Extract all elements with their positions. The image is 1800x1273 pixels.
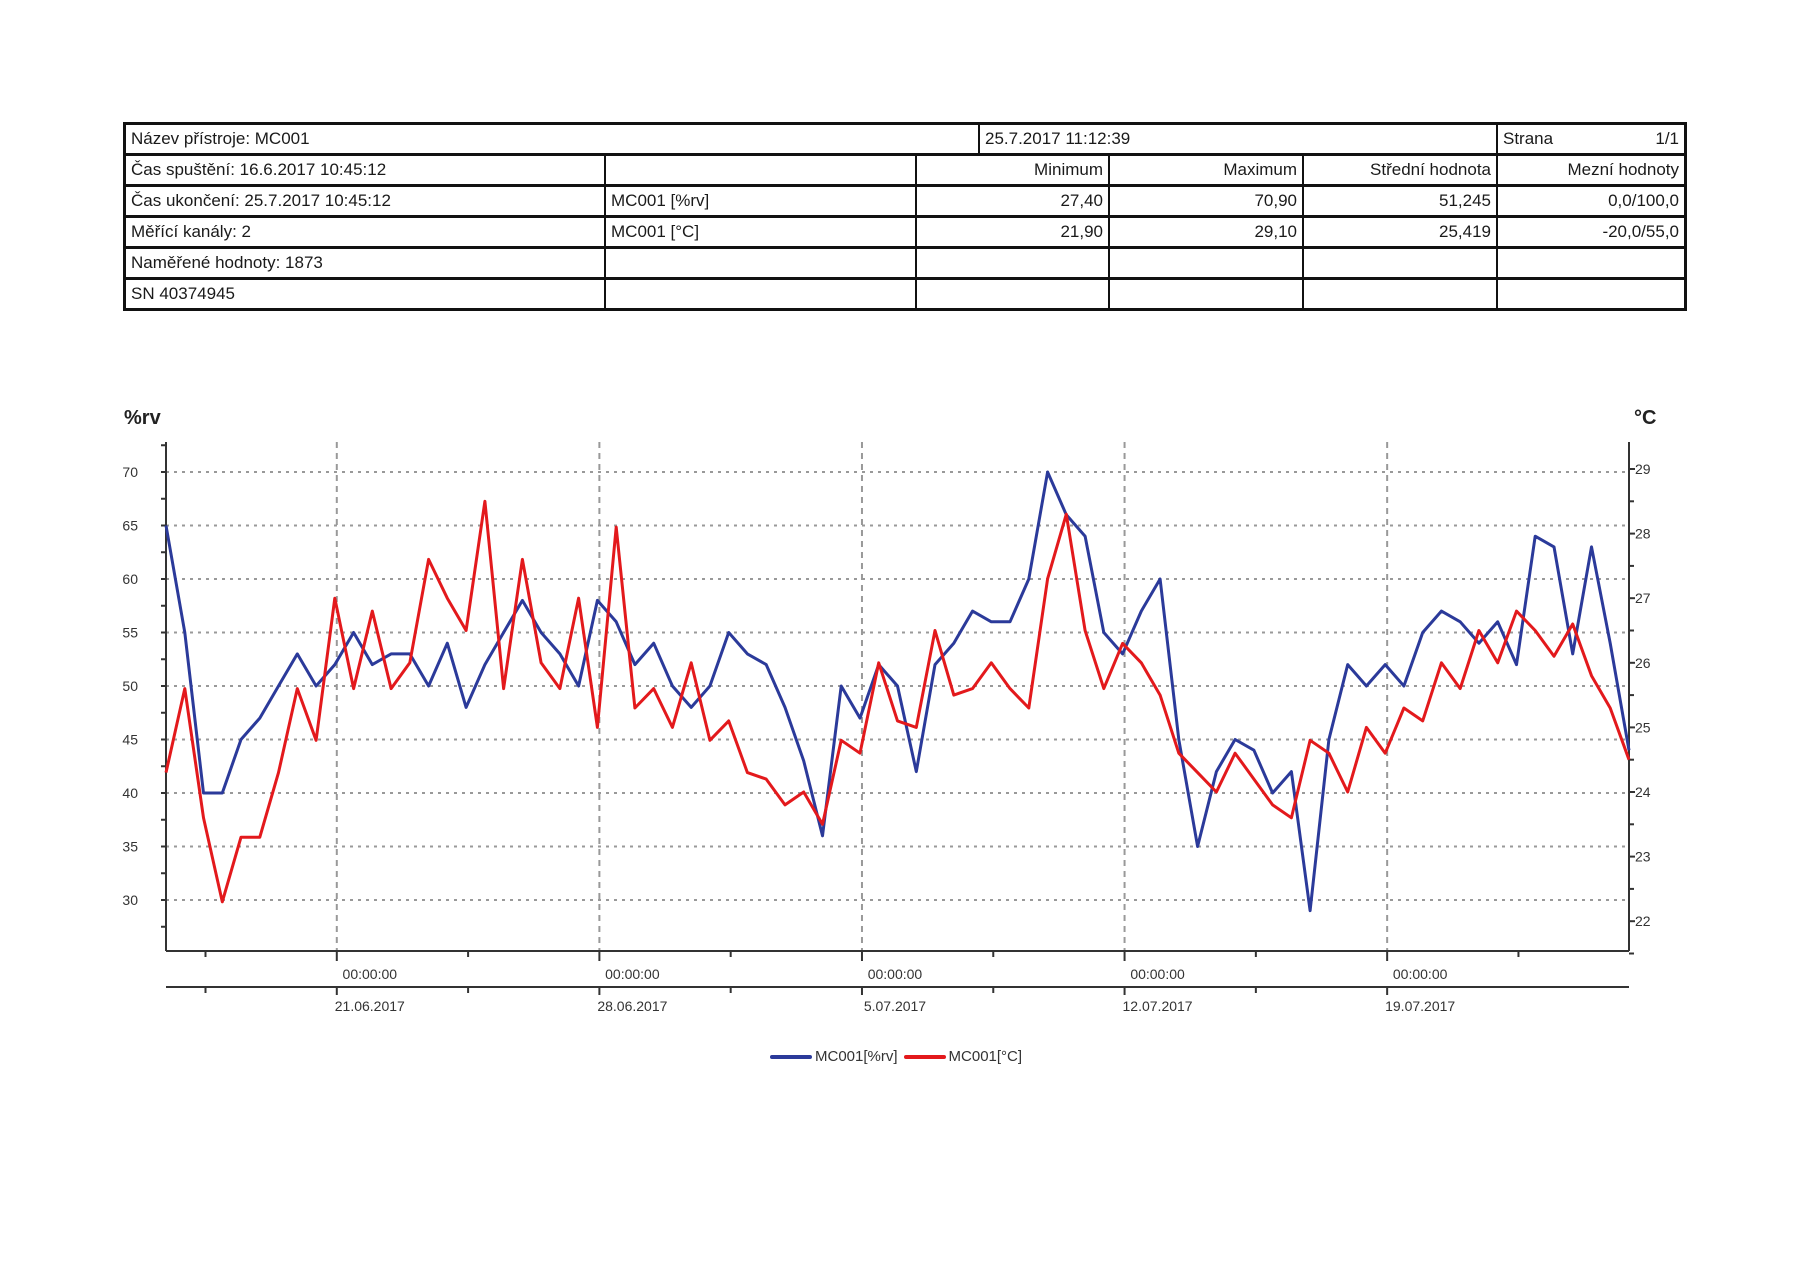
summary-table: Název přístroje: MC001 25.7.2017 11:12:3… xyxy=(123,122,1687,311)
table-row: Čas spuštění: 16.6.2017 10:45:12 Minimum… xyxy=(126,153,1684,184)
left-tick-label: 65 xyxy=(122,518,138,534)
legend: MC001[%rv] MC001[°C] xyxy=(770,1048,1022,1065)
x-date-label: 19.07.2017 xyxy=(1385,998,1455,1014)
col-header-min: Minimum xyxy=(915,156,1108,184)
table-row: Naměřené hodnoty: 1873 xyxy=(126,246,1684,277)
right-tick-label: 23 xyxy=(1635,849,1651,865)
right-tick-label: 29 xyxy=(1635,461,1651,477)
channel-min: 21,90 xyxy=(915,218,1108,246)
x-time-label: 00:00:00 xyxy=(1130,966,1185,982)
right-tick-label: 22 xyxy=(1635,913,1651,929)
empty-cell xyxy=(1302,249,1496,277)
series-line-rh xyxy=(164,470,1631,913)
channel-limits: -20,0/55,0 xyxy=(1496,218,1684,246)
col-header-max: Maximum xyxy=(1108,156,1302,184)
left-tick-label: 70 xyxy=(122,464,138,480)
empty-cell xyxy=(1108,280,1302,308)
empty-cell xyxy=(604,249,915,277)
x-date-label: 5.07.2017 xyxy=(864,998,926,1014)
table-row: Čas ukončení: 25.7.2017 10:45:12 MC001 [… xyxy=(126,184,1684,215)
page-value: 1/1 xyxy=(1655,129,1679,148)
col-header-limits: Mezní hodnoty xyxy=(1496,156,1684,184)
right-tick-label: 28 xyxy=(1635,526,1651,542)
x-date-label: 21.06.2017 xyxy=(335,998,405,1014)
left-tick-label: 40 xyxy=(122,785,138,801)
empty-cell xyxy=(604,156,915,184)
x-time-label: 00:00:00 xyxy=(343,966,398,982)
empty-cell xyxy=(1496,280,1684,308)
x-time-label: 00:00:00 xyxy=(1393,966,1448,982)
empty-cell xyxy=(1108,249,1302,277)
channel-name: MC001 [°C] xyxy=(604,218,915,246)
page-label: Strana xyxy=(1503,129,1554,148)
left-tick-label: 45 xyxy=(122,732,138,748)
channel-max: 29,10 xyxy=(1108,218,1302,246)
channels-count: Měřící kanály: 2 xyxy=(131,222,251,241)
left-tick-label: 55 xyxy=(122,625,138,641)
empty-cell xyxy=(604,280,915,308)
left-tick-label: 35 xyxy=(122,839,138,855)
x-time-label: 00:00:00 xyxy=(605,966,660,982)
legend-label-temp: MC001[°C] xyxy=(948,1048,1023,1065)
col-header-mean: Střední hodnota xyxy=(1302,156,1496,184)
legend-label-rh: MC001[%rv] xyxy=(815,1048,898,1065)
empty-cell xyxy=(915,249,1108,277)
empty-cell xyxy=(1496,249,1684,277)
table-row: Měřící kanály: 2 MC001 [°C] 21,90 29,10 … xyxy=(126,215,1684,246)
channel-mean: 25,419 xyxy=(1302,218,1496,246)
channel-min: 27,40 xyxy=(915,187,1108,215)
empty-cell xyxy=(1302,280,1496,308)
table-row: Název přístroje: MC001 25.7.2017 11:12:3… xyxy=(126,125,1684,153)
channel-mean: 51,245 xyxy=(1302,187,1496,215)
left-axis-unit: %rv xyxy=(124,407,162,429)
start-time: Čas spuštění: 16.6.2017 10:45:12 xyxy=(131,160,387,179)
empty-cell xyxy=(915,280,1108,308)
series-line-temp xyxy=(164,499,1631,904)
serial-number: SN 40374945 xyxy=(131,284,235,303)
measured-values: Naměřené hodnoty: 1873 xyxy=(131,253,323,272)
right-tick-label: 26 xyxy=(1635,655,1651,671)
channel-max: 70,90 xyxy=(1108,187,1302,215)
x-date-label: 12.07.2017 xyxy=(1123,998,1193,1014)
legend-swatch-rh xyxy=(770,1054,812,1059)
left-tick-label: 50 xyxy=(122,678,138,694)
page-indicator: Strana 1/1 xyxy=(1496,125,1684,153)
legend-swatch-temp xyxy=(903,1054,946,1059)
right-axis-unit: °C xyxy=(1634,407,1656,429)
right-tick-label: 27 xyxy=(1635,590,1651,606)
channel-name: MC001 [%rv] xyxy=(604,187,915,215)
left-tick-label: 60 xyxy=(122,571,138,587)
x-date-label: 28.06.2017 xyxy=(597,998,667,1014)
left-tick-label: 30 xyxy=(122,892,138,908)
right-tick-label: 25 xyxy=(1635,719,1651,735)
x-time-label: 00:00:00 xyxy=(868,966,923,982)
end-time: Čas ukončení: 25.7.2017 10:45:12 xyxy=(131,191,391,210)
table-row: SN 40374945 xyxy=(126,277,1684,308)
report-datetime: 25.7.2017 11:12:39 xyxy=(978,125,1496,153)
right-tick-label: 24 xyxy=(1635,784,1651,800)
device-name: Název přístroje: MC001 xyxy=(131,129,310,148)
channel-limits: 0,0/100,0 xyxy=(1496,187,1684,215)
